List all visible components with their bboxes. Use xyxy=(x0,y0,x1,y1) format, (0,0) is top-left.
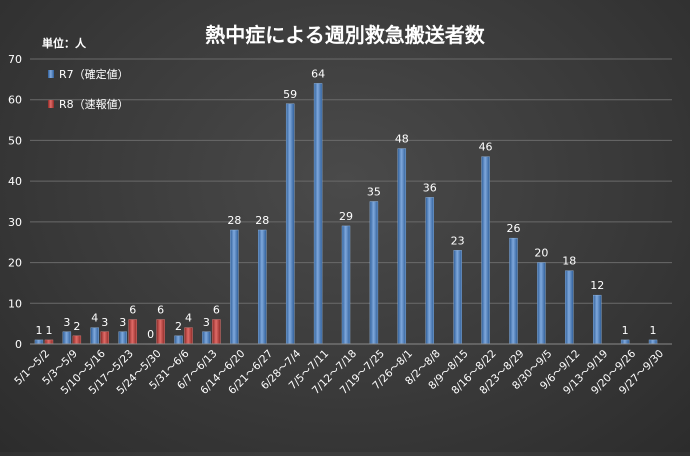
grid xyxy=(30,58,672,345)
data-label: 28 xyxy=(227,214,241,227)
y-tick-label: 50 xyxy=(8,134,22,147)
bar-r7 xyxy=(202,331,211,345)
y-tick-label: 0 xyxy=(15,338,22,351)
bar-r7 xyxy=(285,103,295,345)
bar-r7 xyxy=(369,201,379,345)
data-label: 1 xyxy=(650,324,657,337)
y-tick-label: 70 xyxy=(8,53,22,66)
legend-swatch xyxy=(48,100,54,108)
data-label: 3 xyxy=(203,316,210,329)
chart-title: 熱中症による週別救急搬送者数 xyxy=(205,23,485,47)
data-label: 20 xyxy=(534,247,548,260)
legend-label: R8（速報値） xyxy=(59,98,129,111)
y-tick-label: 10 xyxy=(8,297,22,310)
y-tick-label: 40 xyxy=(8,175,22,188)
data-label: 12 xyxy=(590,279,604,292)
data-label: 2 xyxy=(73,320,80,333)
bar-r7 xyxy=(174,335,183,345)
data-label: 3 xyxy=(101,316,108,329)
bar-r8 xyxy=(72,335,82,345)
unit-label: 単位：人 xyxy=(42,36,87,50)
data-label: 4 xyxy=(91,312,98,325)
data-label: 1 xyxy=(45,324,52,337)
data-label: 3 xyxy=(119,316,126,329)
bar-r8 xyxy=(44,339,54,345)
bar-r8 xyxy=(156,319,165,345)
legend-swatch xyxy=(48,70,54,78)
bar-r7 xyxy=(341,225,351,345)
bar-r7 xyxy=(118,331,127,345)
bar-r7 xyxy=(397,148,407,345)
y-tick-label: 60 xyxy=(8,94,22,107)
bar-r7 xyxy=(537,262,546,345)
bar-r8 xyxy=(212,319,221,345)
data-label: 64 xyxy=(311,67,325,80)
data-label: 29 xyxy=(339,210,353,223)
data-label: 6 xyxy=(129,304,136,317)
bar-r7 xyxy=(620,339,630,345)
bar-r7 xyxy=(565,270,574,345)
data-label: 23 xyxy=(451,234,465,247)
data-label: 59 xyxy=(283,88,297,101)
data-label: 18 xyxy=(562,255,576,268)
data-label: 0 xyxy=(147,328,154,341)
bar-r7 xyxy=(90,327,99,345)
data-label: 6 xyxy=(213,304,220,317)
bar-r7 xyxy=(230,229,239,345)
legend-label: R7（確定値） xyxy=(59,67,129,81)
data-label: 28 xyxy=(255,214,269,227)
bar-r7 xyxy=(481,156,490,345)
bar-r7 xyxy=(34,339,44,345)
legend: R7（確定値） R8（速報値） xyxy=(48,67,129,111)
bar-r7 xyxy=(593,294,602,345)
data-label: 35 xyxy=(367,186,381,199)
data-label: 1 xyxy=(35,324,42,337)
bar-r7 xyxy=(453,250,462,345)
bar-r7 xyxy=(313,83,323,345)
data-label: 1 xyxy=(622,324,629,337)
bar-r7 xyxy=(425,197,434,345)
bar-r7 xyxy=(258,229,267,345)
bar-r7 xyxy=(648,339,658,345)
bar-r7 xyxy=(62,331,72,345)
data-label: 6 xyxy=(157,304,164,317)
data-label: 46 xyxy=(479,141,493,154)
bar-r8 xyxy=(184,327,193,345)
y-tick-label: 30 xyxy=(8,216,22,229)
data-label: 3 xyxy=(63,316,70,329)
data-label: 36 xyxy=(423,181,437,194)
bar-r7 xyxy=(509,237,518,345)
data-label: 48 xyxy=(395,133,409,146)
data-label: 26 xyxy=(506,222,520,235)
data-label: 4 xyxy=(185,312,192,325)
data-label: 2 xyxy=(175,320,182,333)
bar-r8 xyxy=(128,319,137,345)
bar-r8 xyxy=(100,331,109,345)
y-tick-label: 20 xyxy=(8,257,22,270)
